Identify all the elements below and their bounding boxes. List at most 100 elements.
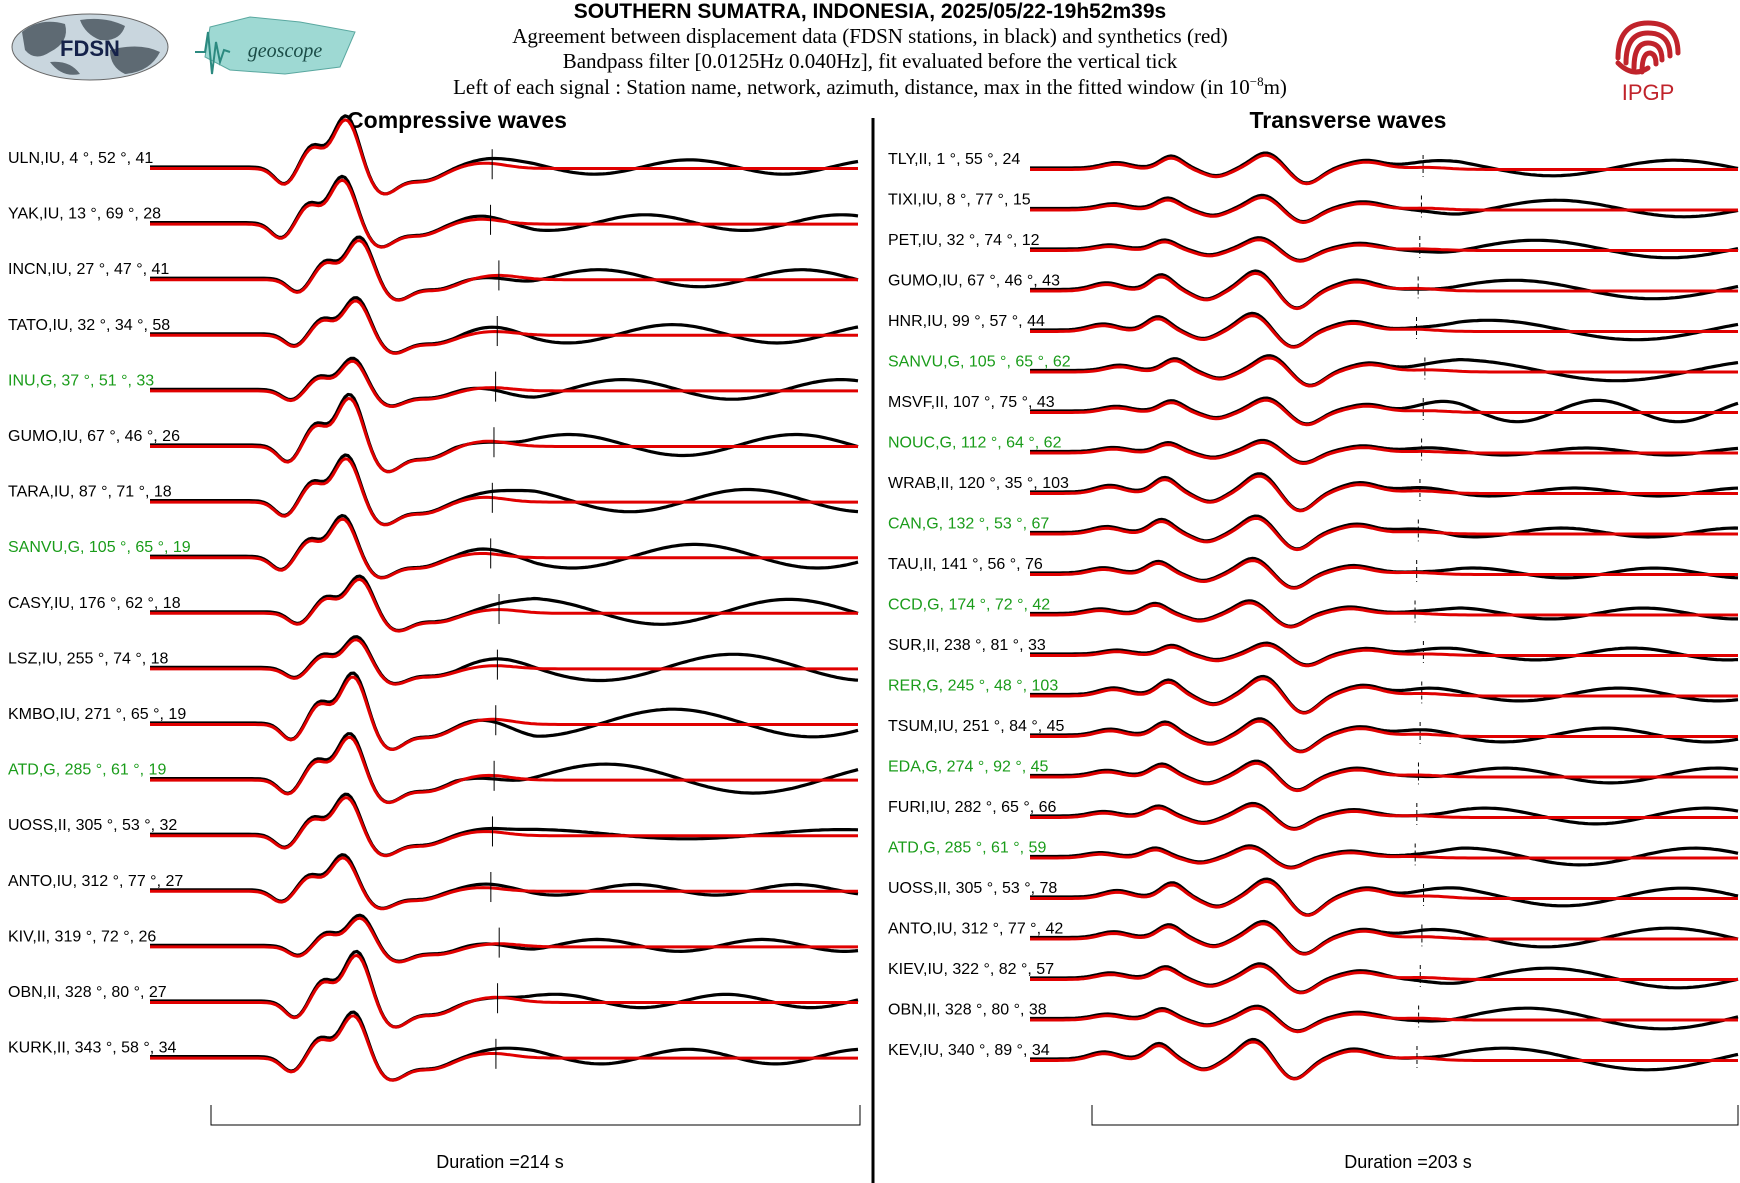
station-label: KIV,II, 319 °, 72 °, 26 (8, 928, 156, 945)
figure-title: SOUTHERN SUMATRA, INDONESIA, 2025/05/22-… (573, 0, 1167, 23)
synthetic-trace (1030, 559, 1738, 590)
synthetic-trace (1030, 880, 1738, 917)
data-trace (1030, 151, 1739, 185)
duration-bracket (210, 1105, 861, 1126)
station-label: KIEV,IU, 322 °, 82 °, 57 (888, 961, 1054, 978)
synthetic-trace (150, 397, 858, 474)
synthetic-trace (1030, 1006, 1738, 1034)
synthetic-trace (1030, 314, 1738, 349)
station-label: TATO,IU, 32 °, 34 °, 58 (8, 317, 170, 334)
station-label: CCD,G, 174 °, 72 °, 42 (888, 597, 1050, 614)
synthetic-trace (1030, 964, 1738, 995)
data-trace (1030, 717, 1739, 753)
synthetic-trace (150, 118, 858, 196)
synthetic-trace (1030, 643, 1738, 668)
station-label: KURK,II, 343 °, 58 °, 34 (8, 1040, 177, 1057)
synthetic-trace (1030, 474, 1738, 513)
data-trace (150, 949, 859, 1029)
data-trace (150, 792, 859, 857)
data-trace (150, 453, 859, 527)
duration-label: Duration =214 s (436, 1152, 564, 1172)
synthetic-trace (1030, 804, 1738, 831)
synthetic-trace (150, 856, 858, 911)
station-label: TAU,II, 141 °, 56 °, 76 (888, 556, 1043, 573)
subtitle-line-3: Left of each signal : Station name, netw… (0, 74, 1740, 100)
data-trace (150, 732, 859, 804)
data-trace (150, 356, 859, 408)
station-label: LSZ,IU, 255 °, 74 °, 18 (8, 650, 169, 667)
station-label: ANTO,IU, 312 °, 77 °, 27 (8, 873, 183, 890)
station-label: INCN,IU, 27 °, 47 °, 41 (8, 261, 169, 278)
station-label: SANVU,G, 105 °, 65 °, 19 (8, 539, 191, 556)
synthetic-trace (150, 239, 858, 302)
station-label: UOSS,II, 305 °, 53 °, 32 (8, 817, 177, 834)
station-label: GUMO,IU, 67 °, 46 °, 43 (888, 273, 1060, 290)
station-label: UOSS,II, 305 °, 53 °, 78 (888, 880, 1057, 897)
synthetic-trace (1030, 761, 1738, 793)
station-label: ULN,IU, 4 °, 52 °, 41 (8, 150, 153, 167)
data-trace (150, 1010, 859, 1082)
synthetic-trace (1030, 398, 1738, 427)
station-label: ANTO,IU, 312 °, 77 °, 42 (888, 921, 1063, 938)
station-label: KMBO,IU, 271 °, 65 °, 19 (8, 706, 186, 723)
data-trace (150, 913, 859, 963)
synthetic-trace (150, 577, 858, 633)
station-label: OBN,II, 328 °, 80 °, 38 (888, 1002, 1047, 1019)
data-trace (1030, 354, 1739, 387)
station-label: WRAB,II, 120 °, 35 °, 103 (888, 475, 1069, 492)
synthetic-trace (150, 178, 858, 249)
station-label: YAK,IU, 13 °, 69 °, 28 (8, 206, 161, 223)
synthetic-trace (150, 1014, 858, 1082)
synthetic-trace (1030, 238, 1738, 263)
synthetic-trace (1030, 441, 1738, 465)
data-trace (1030, 919, 1739, 956)
station-label: TIXI,IU, 8 °, 77 °, 15 (888, 192, 1031, 209)
station-label: OBN,II, 328 °, 80 °, 27 (8, 984, 167, 1001)
station-label: HNR,IU, 99 °, 57 °, 44 (888, 313, 1045, 330)
ipgp-logo-text: IPGP (1622, 80, 1675, 105)
data-trace (150, 174, 859, 249)
ipgp-logo: IPGP (1615, 20, 1681, 105)
data-trace (1030, 641, 1739, 667)
data-trace (150, 513, 859, 580)
synthetic-trace (1030, 719, 1738, 754)
station-label: TARA,IU, 87 °, 71 °, 18 (8, 484, 172, 501)
synthetic-trace (1030, 356, 1738, 388)
station-label: TLY,II, 1 °, 55 °, 24 (888, 151, 1020, 168)
data-trace (150, 392, 859, 474)
station-label: TSUM,IU, 251 °, 84 °, 45 (888, 718, 1065, 735)
synthetic-trace (150, 359, 858, 408)
data-trace (150, 853, 859, 910)
data-trace (150, 235, 859, 302)
synthetic-trace (150, 517, 858, 580)
synthetic-trace (150, 457, 858, 527)
subtitle-line-3-prefix: Left of each signal : Station name, netw… (453, 75, 1250, 99)
synthetic-trace (1030, 922, 1738, 956)
station-label: KEV,IU, 340 °, 89 °, 34 (888, 1042, 1050, 1059)
synthetic-trace (150, 675, 858, 751)
data-trace (1030, 438, 1739, 465)
station-label: EDA,G, 274 °, 92 °, 45 (888, 759, 1049, 776)
synthetic-trace (1030, 516, 1738, 552)
station-label: SUR,II, 238 °, 81 °, 33 (888, 637, 1046, 654)
duration-label: Duration =203 s (1344, 1152, 1472, 1172)
station-label: CASY,IU, 176 °, 62 °, 18 (8, 595, 181, 612)
synthetic-trace (1030, 601, 1738, 629)
synthetic-trace (150, 953, 858, 1029)
station-label: RER,G, 245 °, 48 °, 103 (888, 678, 1058, 695)
synthetic-trace (1030, 677, 1738, 715)
subtitle-line-2: Bandpass filter [0.0125Hz 0.040Hz], fit … (562, 49, 1178, 73)
geoscope-logo: geoscope (195, 16, 356, 75)
station-label: SANVU,G, 105 °, 65 °, 62 (888, 354, 1071, 371)
station-label: FURI,IU, 282 °, 65 °, 66 (888, 799, 1057, 816)
synthetic-trace (150, 735, 858, 805)
station-label: ATD,G, 285 °, 61 °, 19 (8, 762, 166, 779)
data-trace (150, 635, 859, 686)
station-label: CAN,G, 132 °, 53 °, 67 (888, 516, 1049, 533)
station-label: MSVF,II, 107 °, 75 °, 43 (888, 394, 1055, 411)
data-trace (150, 574, 859, 633)
subtitle-line-3-exponent: −8 (1249, 74, 1264, 89)
synthetic-trace (1030, 1040, 1738, 1081)
data-trace (150, 671, 859, 751)
subtitle-line-3-suffix: m) (1263, 75, 1287, 99)
